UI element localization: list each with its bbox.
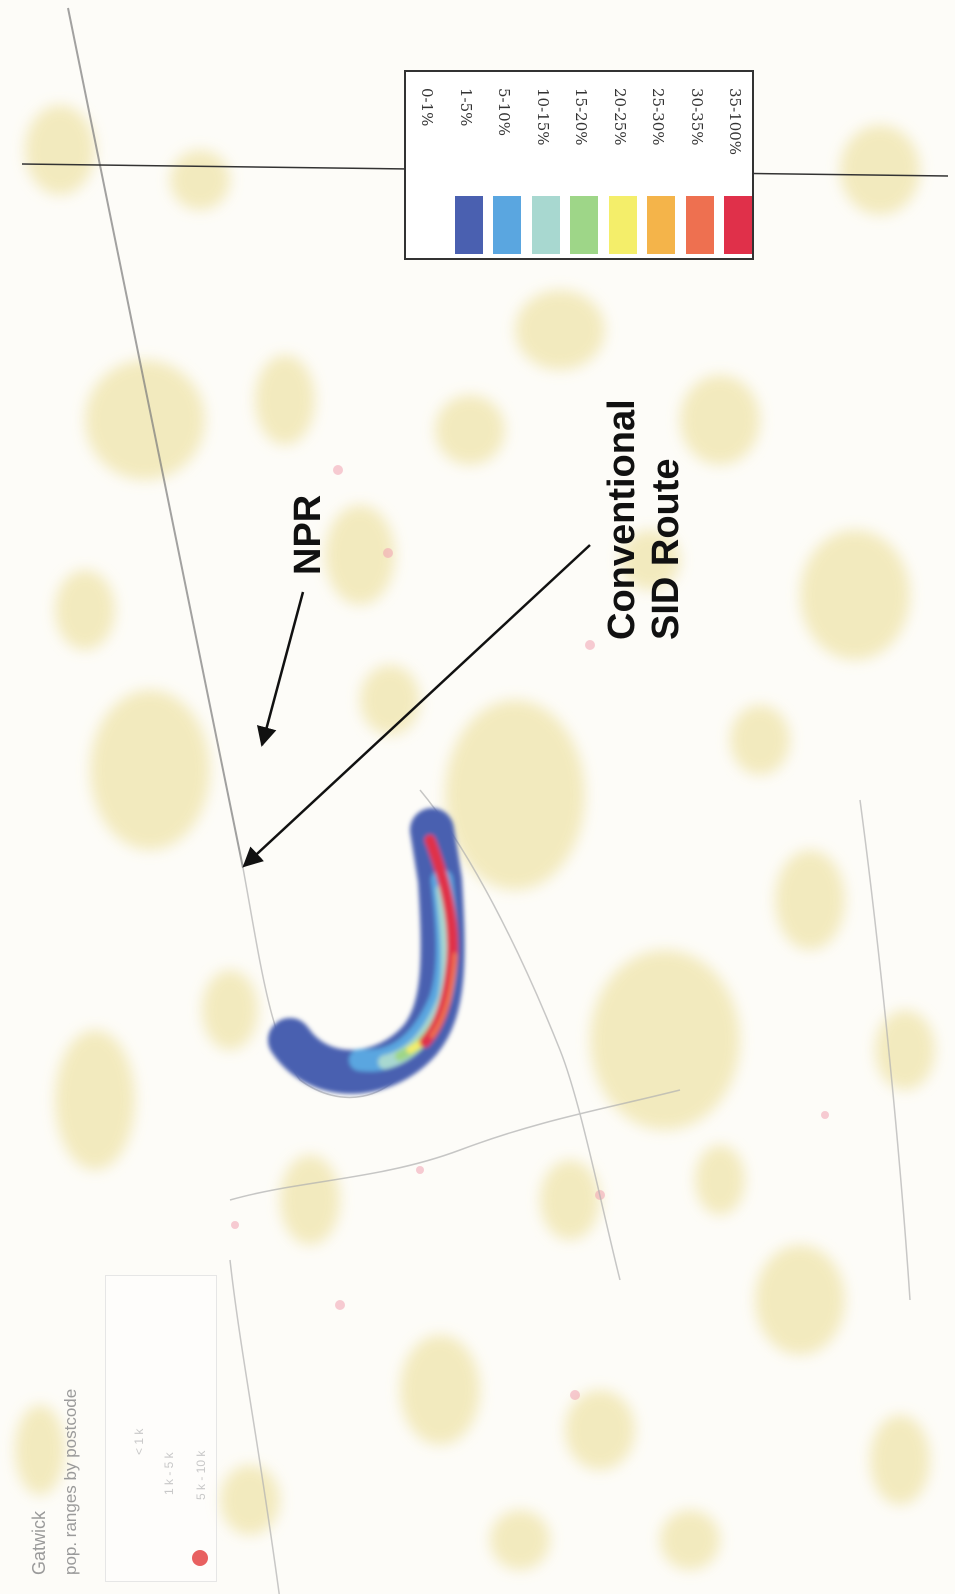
- urban-area: [400, 1335, 480, 1445]
- legend-item-swatch: [685, 196, 714, 254]
- postcode-dot: [416, 1166, 424, 1174]
- legend-item: 25-30%: [641, 72, 679, 258]
- legend-item-swatch: [531, 196, 560, 254]
- urban-area: [870, 1415, 930, 1505]
- legend-item-label: 15-20%: [572, 88, 590, 146]
- legend-item-swatch: [647, 196, 675, 254]
- legend-item: 1-5%: [449, 72, 487, 258]
- npr-label-text: NPR: [287, 494, 329, 575]
- key-value-1: < 1 k: [132, 1428, 146, 1455]
- legend: 0-1% 1-5% 5-10% 10-15% 15-20% 20-25% 25-30% 30-…: [404, 70, 754, 260]
- map-title-text: Gatwick: [29, 1510, 49, 1575]
- urban-area: [85, 360, 205, 480]
- urban-area: [875, 1010, 935, 1090]
- map-key-panel: [105, 1275, 217, 1582]
- urban-area: [15, 1405, 65, 1495]
- postcode-dots: [231, 465, 829, 1400]
- urban-area: [660, 1510, 720, 1570]
- legend-item: 0-1%: [410, 72, 448, 258]
- sid-route-label: Conventional SID Route: [600, 399, 688, 640]
- map-subtitle-text: pop. ranges by postcode: [61, 1388, 80, 1575]
- urban-area: [90, 690, 210, 850]
- urban-area: [220, 1465, 280, 1535]
- legend-item: 20-25%: [603, 72, 641, 258]
- legend-item-swatch: [724, 196, 752, 254]
- postcode-dot: [333, 465, 343, 475]
- legend-item-label: 35-100%: [726, 88, 744, 156]
- road-line: [229, 1259, 280, 1594]
- urban-area: [620, 530, 680, 590]
- key-dot: [192, 1550, 208, 1566]
- legend-item-swatch: [570, 196, 598, 254]
- urban-area: [445, 700, 585, 890]
- urban-area: [840, 125, 920, 215]
- postcode-dot: [821, 1111, 829, 1119]
- legend-item: 5-10%: [487, 72, 525, 258]
- legend-item-swatch: [454, 196, 483, 254]
- npr-arrow: [256, 591, 305, 747]
- legend-item-label: 5-10%: [495, 88, 513, 136]
- urban-area: [435, 395, 505, 465]
- road-line: [859, 799, 911, 1301]
- urban-area: [325, 505, 395, 605]
- road-line: [229, 1089, 681, 1201]
- map-subtitle: pop. ranges by postcode: [60, 1389, 82, 1575]
- urban-area: [360, 665, 420, 735]
- urban-area: [55, 570, 115, 650]
- legend-item-label: 25-30%: [649, 88, 667, 146]
- urban-area: [680, 375, 760, 465]
- legend-item: 35-100%: [718, 72, 756, 258]
- urban-area: [755, 1245, 845, 1355]
- legend-item-label: 10-15%: [533, 88, 552, 146]
- urban-area: [280, 1155, 340, 1245]
- legend-item-swatch: [416, 196, 444, 254]
- urban-area: [515, 290, 605, 370]
- legend-item-label: 0-1%: [418, 88, 436, 127]
- legend-item: 30-35%: [680, 72, 718, 258]
- npr-track-line: [67, 7, 244, 869]
- urban-area: [775, 850, 845, 950]
- map-title: Gatwick: [28, 1511, 50, 1575]
- urban-area: [170, 150, 230, 210]
- key-value-3: 5 k - 10 k: [194, 1450, 208, 1500]
- urban-area: [590, 950, 740, 1130]
- urban-area: [695, 1145, 745, 1215]
- postcode-dot: [585, 640, 595, 650]
- legend-item-swatch: [608, 196, 637, 254]
- sid-route-arrow: [242, 544, 591, 868]
- urban-area: [730, 705, 790, 775]
- postcode-dot: [335, 1300, 345, 1310]
- legend-item-swatch: [493, 196, 521, 254]
- legend-item: 10-15%: [526, 72, 564, 258]
- urban-area: [55, 1030, 135, 1170]
- urban-area: [25, 105, 95, 195]
- legend-item-label: 20-25%: [610, 88, 629, 146]
- urban-area: [490, 1510, 550, 1570]
- legend-item: 15-20%: [564, 72, 602, 258]
- sid-label-line2: SID Route: [645, 458, 687, 640]
- legend-item-label: 30-35%: [687, 88, 706, 146]
- urban-area: [255, 355, 315, 445]
- key-value-2: 1 k - 5 k: [162, 1452, 176, 1495]
- road-line: [419, 789, 621, 1281]
- urban-area: [800, 530, 910, 660]
- density-band-30-35: [429, 952, 458, 1039]
- urban-area: [540, 1160, 600, 1240]
- postcode-dot: [383, 548, 393, 558]
- legend-item-label: 1-5%: [456, 88, 475, 127]
- sid-label-line1: Conventional: [601, 399, 643, 640]
- npr-label: NPR: [286, 495, 330, 575]
- postcode-dot: [231, 1221, 239, 1229]
- urban-area: [202, 970, 258, 1050]
- urban-areas: [15, 105, 935, 1570]
- density-track: [268, 808, 465, 1094]
- postcode-dot: [570, 1390, 580, 1400]
- urban-area: [565, 1390, 635, 1470]
